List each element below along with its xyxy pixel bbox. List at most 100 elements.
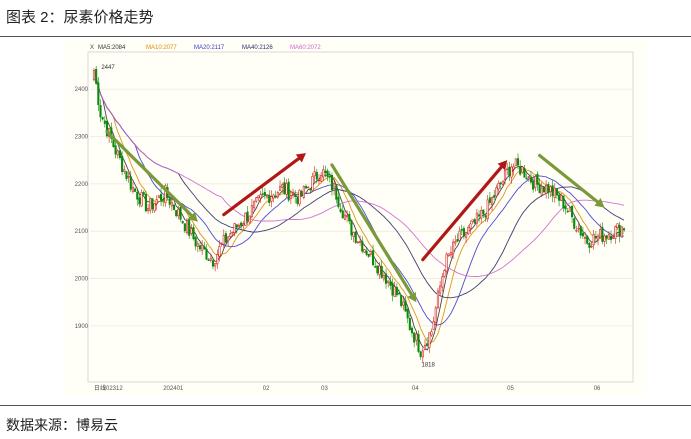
candle-body (393, 286, 396, 298)
trend-arrow (421, 160, 508, 262)
candle (140, 189, 143, 208)
candle (372, 244, 375, 267)
ma-legend-entry: MA5:2084 (98, 45, 126, 51)
candle (162, 195, 165, 207)
candle-body (160, 193, 163, 201)
candle (376, 265, 379, 276)
candle-body (512, 166, 515, 170)
candle-body (270, 196, 273, 202)
ma-legend-entry: MA20:2117 (194, 45, 225, 51)
candle-body (291, 192, 295, 195)
candle-body (475, 212, 478, 224)
candle (434, 305, 437, 327)
price-annotation: 1818 (421, 363, 435, 369)
candle (389, 275, 392, 290)
candle (397, 289, 401, 296)
candle-body (545, 184, 548, 194)
candle (335, 184, 338, 204)
candle (506, 162, 509, 176)
candle-body (283, 182, 286, 194)
candle-body (372, 250, 375, 266)
candle (596, 233, 600, 246)
candle (547, 182, 550, 199)
trend-arrow (538, 153, 605, 208)
candle-body (478, 214, 481, 217)
candle-body (348, 214, 351, 222)
ma-legend-entry: MA10:2077 (146, 45, 177, 51)
candle (562, 195, 565, 212)
candle (432, 316, 435, 331)
candle (551, 179, 554, 203)
candle-body (298, 189, 301, 205)
candle-body (456, 239, 459, 242)
candle-body (447, 253, 450, 256)
candle-layer (92, 65, 626, 364)
candle-body (616, 223, 619, 228)
candle-body (428, 332, 431, 348)
x-tick-label: 05 (507, 386, 514, 392)
candle-body (337, 196, 340, 208)
candle-body (553, 187, 556, 199)
candle (510, 163, 513, 184)
candle-body (309, 188, 312, 191)
candle (337, 190, 340, 209)
candle (484, 213, 487, 222)
candle-body (294, 194, 297, 197)
candle (410, 326, 414, 338)
candle (497, 180, 500, 195)
candle-body (382, 275, 385, 280)
candle (134, 187, 137, 192)
candle (255, 196, 258, 203)
candle-body (506, 168, 509, 171)
candle (274, 190, 277, 199)
candle-body (519, 166, 522, 175)
candle-body (209, 258, 212, 261)
candle (328, 171, 331, 183)
candle (423, 338, 427, 351)
candle-body (406, 309, 409, 319)
candle (402, 297, 405, 311)
candle (456, 233, 459, 243)
candle (153, 202, 156, 213)
candle (622, 227, 626, 233)
candle-body (490, 196, 494, 206)
candle (270, 190, 273, 208)
x-tick-label: 202312 (103, 386, 124, 392)
grid-layer (90, 88, 632, 327)
candle (406, 306, 409, 324)
candle (177, 205, 180, 220)
candle (359, 235, 362, 246)
candle (324, 165, 327, 178)
candle-body (311, 175, 314, 192)
candle-body (495, 187, 498, 197)
x-tick-label: 202401 (163, 386, 184, 392)
candle-body (579, 225, 582, 236)
candle (235, 224, 238, 234)
candle-body (237, 224, 240, 227)
candle-body (268, 194, 271, 203)
candle (101, 116, 104, 121)
candle-body (179, 206, 182, 220)
candle (538, 178, 541, 194)
candle-body (261, 193, 264, 195)
candle-body (369, 251, 372, 255)
candle (395, 283, 398, 298)
candle (618, 221, 621, 243)
y-tick-label: 2400 (75, 87, 89, 93)
candle-body (127, 176, 130, 178)
candle-body (281, 184, 284, 188)
candle (302, 185, 305, 200)
candle-body (441, 276, 444, 288)
plot-frame (87, 51, 634, 383)
candle-body (497, 182, 500, 190)
candle (263, 187, 266, 200)
candle-body (555, 189, 558, 196)
candle-body (136, 191, 139, 200)
candle-body (577, 227, 580, 230)
candle (326, 168, 329, 181)
candle (549, 185, 552, 198)
y-tick-label: 2000 (75, 277, 89, 283)
candle-body (227, 236, 230, 242)
trend-arrow (105, 130, 198, 222)
